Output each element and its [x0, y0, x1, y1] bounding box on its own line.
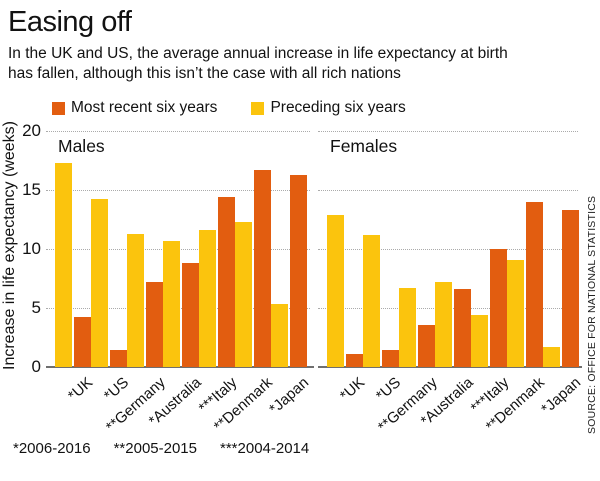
legend-item-most-recent: Most recent six years	[52, 99, 217, 117]
panel-title-males: Males	[58, 136, 105, 156]
bar-recent-Australia	[454, 289, 471, 367]
bar-preceding-US	[363, 234, 380, 367]
bar-preceding-Japan	[271, 304, 288, 367]
bar-preceding-Italy	[199, 230, 216, 367]
bar-recent-US	[382, 350, 399, 367]
bar-recent-Denmark	[526, 201, 543, 367]
footnote-2: **2005-2015	[113, 440, 197, 457]
panel-males: Males *UK *US **Germany *Australia ***Italy *…	[46, 131, 314, 436]
bar-recent-Denmark	[254, 169, 271, 367]
bar-group-US	[363, 234, 399, 367]
bar-recent-Germany	[146, 282, 163, 367]
x-axis-baseline	[46, 366, 314, 368]
bar-preceding-Germany	[399, 287, 416, 367]
x-label-Japan: *Japan	[266, 374, 313, 418]
bar-group-Denmark	[235, 169, 271, 367]
bar-group-US	[91, 199, 127, 367]
bar-recent-Germany	[418, 324, 435, 367]
bar-group-Germany	[399, 287, 435, 367]
subtitle-line-2: has fallen, although this isn’t the case…	[8, 65, 401, 83]
bar-preceding-UK	[327, 214, 344, 367]
panel-title-females: Females	[330, 136, 398, 156]
bar-preceding-Australia	[163, 240, 180, 367]
gridline-15	[46, 190, 310, 191]
legend-item-preceding: Preceding six years	[251, 99, 406, 117]
gridline-10	[318, 249, 578, 250]
legend-swatch-preceding	[251, 101, 265, 115]
bar-recent-Italy	[490, 249, 507, 367]
bar-preceding-Denmark	[235, 221, 252, 367]
source-credit: SOURCE: OFFICE FOR NATIONAL STATISTICS	[586, 195, 598, 434]
bar-recent-Japan	[562, 210, 579, 367]
y-tick-5: 5	[31, 298, 41, 317]
bar-preceding-Japan	[543, 346, 560, 367]
bar-recent-Italy	[218, 197, 235, 367]
x-axis-baseline	[318, 366, 582, 368]
bar-recent-US	[110, 350, 127, 367]
chart-legend: Most recent six years Preceding six year…	[52, 99, 406, 117]
bar-preceding-Italy	[471, 315, 488, 367]
bar-group-UK	[327, 214, 363, 367]
bar-preceding-Australia	[435, 282, 452, 367]
bar-preceding-US	[91, 199, 108, 367]
gridline-20	[46, 131, 310, 132]
bar-group-Italy	[471, 249, 507, 367]
x-label-Japan: *Japan	[538, 374, 585, 418]
bar-group-UK	[55, 162, 91, 367]
bar-preceding-UK	[55, 162, 72, 367]
bar-group-Japan	[271, 174, 307, 367]
x-label-UK: *UK	[337, 374, 369, 405]
y-tick-10: 10	[22, 239, 41, 258]
chart-footnotes: *2006-2016 **2005-2015 ***2004-2014	[13, 440, 309, 457]
chart-subtitle: In the UK and US, the average annual inc…	[8, 44, 508, 85]
y-axis-tick-labels: 20 15 10 5 0	[0, 121, 41, 376]
footnote-1: *2006-2016	[13, 440, 91, 457]
bar-group-Italy	[199, 197, 235, 367]
page-title: Easing off	[8, 6, 132, 38]
gridline-15	[318, 190, 578, 191]
y-tick-15: 15	[22, 180, 41, 199]
legend-label-preceding: Preceding six years	[270, 99, 406, 116]
x-label-UK: *UK	[65, 374, 97, 405]
bar-preceding-Germany	[127, 233, 144, 367]
y-tick-0: 0	[31, 357, 41, 376]
y-tick-20: 20	[22, 121, 41, 140]
panel-females: Females *UK *US **Germany *Australia ***Ital…	[318, 131, 584, 436]
legend-label-recent: Most recent six years	[71, 99, 218, 116]
bar-preceding-Denmark	[507, 259, 524, 367]
bar-recent-UK	[74, 317, 91, 367]
bar-group-Australia	[435, 282, 471, 367]
footnote-3: ***2004-2014	[220, 440, 310, 457]
bar-recent-UK	[346, 354, 363, 367]
bar-group-Japan	[543, 210, 579, 367]
legend-swatch-recent	[52, 101, 65, 115]
bar-recent-Japan	[290, 174, 307, 367]
bar-group-Australia	[163, 240, 199, 367]
gridline-20	[318, 131, 578, 132]
bar-recent-Australia	[182, 263, 199, 367]
subtitle-line-1: In the UK and US, the average annual inc…	[8, 45, 508, 62]
bar-group-Denmark	[507, 201, 543, 367]
bar-group-Germany	[127, 233, 163, 367]
